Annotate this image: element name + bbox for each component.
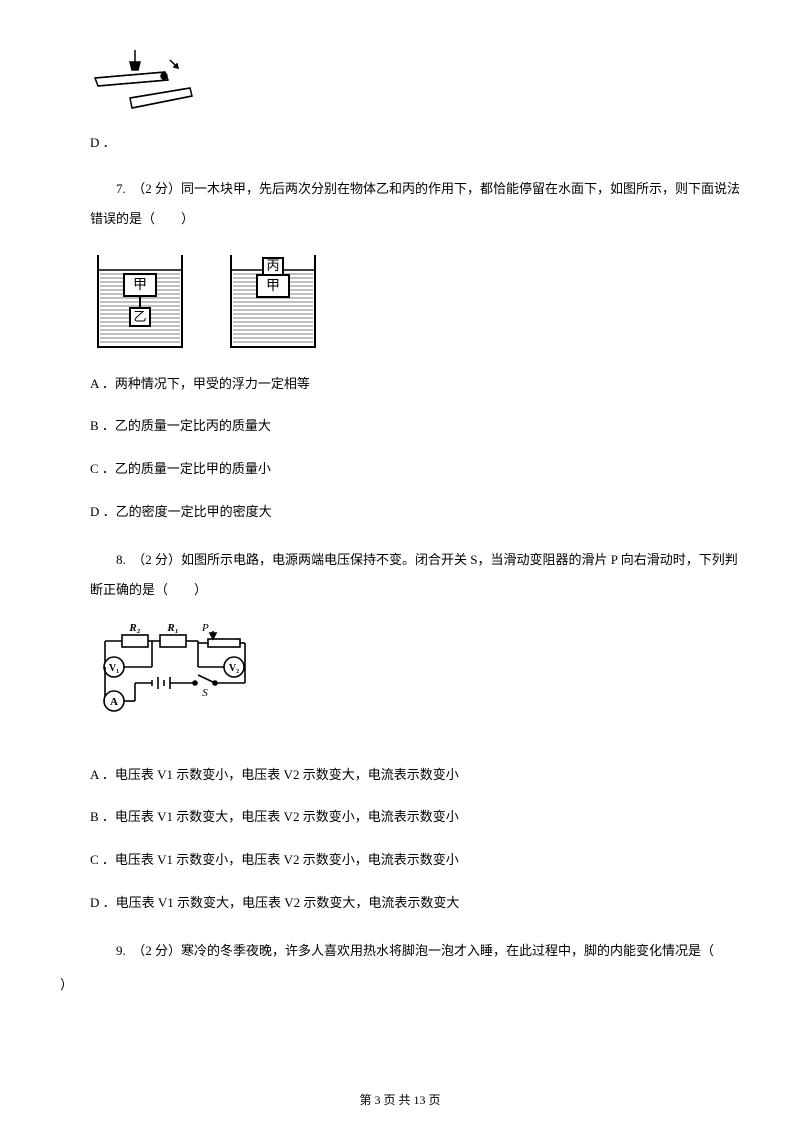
q8-option-b: B ．电压表 V1 示数变大，电压表 V2 示数变小，电流表示数变小 (90, 807, 740, 828)
label-v2: V₂ (229, 663, 239, 674)
q7-option-a: A ．两种情况下，甲受的浮力一定相等 (90, 374, 740, 395)
q9-stem-line2: ） (60, 970, 740, 1000)
label-p: P (201, 623, 209, 634)
label-bing: 丙 (267, 258, 280, 273)
label-s: S (202, 687, 208, 699)
q6-option-d-label: D ． (90, 133, 740, 154)
q7-figure: 甲 乙 (90, 252, 740, 352)
page-footer: 第 3 页 共 13 页 (0, 1091, 800, 1110)
q7-stem: 7. （2 分）同一木块甲，先后两次分别在物体乙和丙的作用下，都恰能停留在水面下… (90, 174, 740, 234)
q9-stem-line1: 9. （2 分）寒冷的冬季夜晚，许多人喜欢用热水将脚泡一泡才入睡，在此过程中，脚… (90, 936, 740, 966)
label-jia-left: 甲 (133, 278, 147, 293)
q8-stem: 8. （2 分）如图所示电路，电源两端电压保持不变。闭合开关 S，当滑动变阻器的… (90, 545, 740, 605)
q8-figure: R₂ R₁ P V₁ V₂ A S (90, 623, 740, 723)
label-r2: R₂ (128, 623, 140, 634)
q7-option-d: D ．乙的密度一定比甲的密度大 (90, 502, 740, 523)
q6-option-d-figure (90, 50, 740, 125)
label-v1: V₁ (109, 663, 119, 674)
q7-option-c: C ．乙的质量一定比甲的质量小 (90, 459, 740, 480)
label-jia-right: 甲 (266, 279, 280, 294)
q8-option-a: A ．电压表 V1 示数变小，电压表 V2 示数变大，电流表示数变小 (90, 765, 740, 786)
label-a: A (110, 696, 118, 708)
label-yi: 乙 (133, 309, 146, 324)
q8-option-d: D ．电压表 V1 示数变大，电压表 V2 示数变大，电流表示数变大 (90, 893, 740, 914)
q7-option-b: B ．乙的质量一定比丙的质量大 (90, 416, 740, 437)
label-r1: R₁ (166, 623, 178, 634)
q8-option-c: C ．电压表 V1 示数变小，电压表 V2 示数变小，电流表示数变小 (90, 850, 740, 871)
